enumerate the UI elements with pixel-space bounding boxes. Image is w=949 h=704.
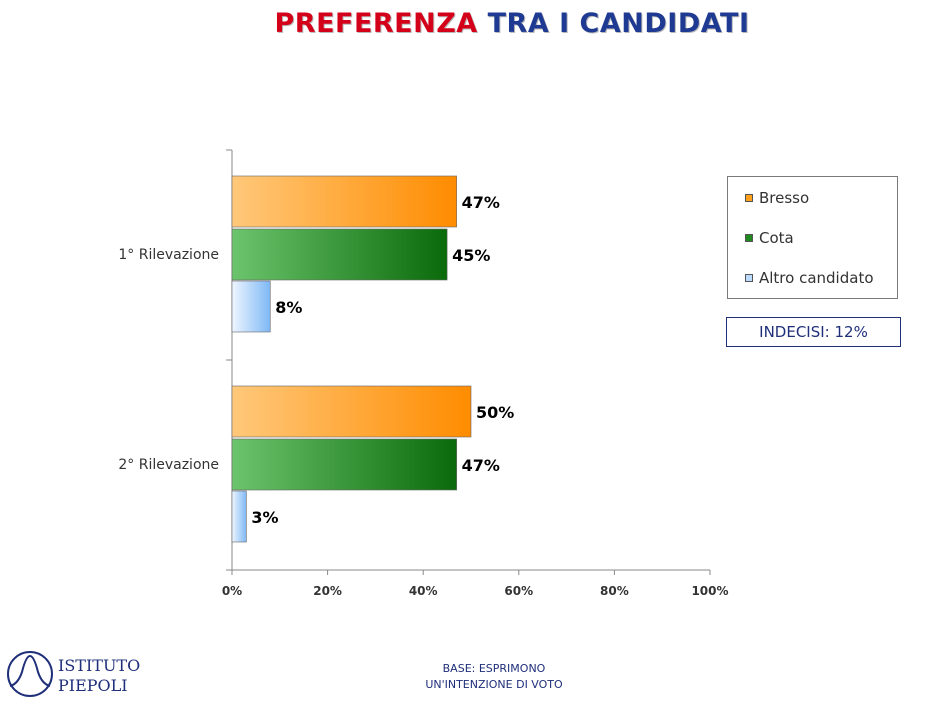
legend-label-bresso: Bresso bbox=[759, 189, 810, 207]
title-part-1: PREFERENZA bbox=[274, 8, 478, 39]
bar bbox=[231, 228, 448, 281]
legend-item-altro: Altro candidato bbox=[745, 269, 874, 287]
logo-line-1: ISTITUTO bbox=[58, 656, 141, 675]
legend-swatch-cota bbox=[745, 234, 753, 242]
x-tick-label: 100% bbox=[691, 584, 728, 598]
bar-value-label: 8% bbox=[275, 298, 302, 317]
category-label: 1° Rilevazione bbox=[118, 247, 219, 263]
bar bbox=[231, 280, 271, 333]
chart-bars bbox=[231, 175, 472, 543]
footer-base-note: BASE: ESPRIMONO UN'INTENZIONE DI VOTO bbox=[400, 661, 588, 693]
chart-axes: 0% 20% 40% 60% 80% 100% 1° Rilevazione 2° Rilev… bbox=[118, 149, 729, 598]
page-title: PREFERENZA TRA I CANDIDATI bbox=[0, 8, 949, 39]
logo-line-2: PIEPOLI bbox=[58, 676, 128, 695]
legend-item-cota: Cota bbox=[745, 229, 794, 247]
legend-swatch-bresso bbox=[745, 194, 753, 202]
logo-text: ISTITUTO PIEPOLI bbox=[58, 656, 140, 696]
bar bbox=[231, 175, 457, 228]
x-tick-label: 40% bbox=[409, 584, 438, 598]
logo-icon bbox=[7, 651, 53, 697]
chart-labels: 47% 45% 8% 50% 47% 3% bbox=[251, 193, 514, 527]
x-tick-label: 60% bbox=[504, 584, 533, 598]
legend-swatch-altro bbox=[745, 274, 753, 282]
x-tick-label: 80% bbox=[600, 584, 629, 598]
category-label: 2° Rilevazione bbox=[118, 457, 219, 473]
bar-value-label: 47% bbox=[462, 456, 500, 475]
bar bbox=[231, 438, 457, 491]
legend-label-cota: Cota bbox=[759, 229, 794, 247]
bar-value-label: 47% bbox=[462, 193, 500, 212]
x-tick-label: 20% bbox=[313, 584, 342, 598]
undecided-box: INDECISI: 12% bbox=[726, 317, 901, 347]
bar-value-label: 45% bbox=[452, 246, 490, 265]
bar-value-label: 3% bbox=[251, 508, 278, 527]
chart-legend: Bresso Cota Altro candidato bbox=[727, 176, 898, 299]
legend-label-altro: Altro candidato bbox=[759, 269, 874, 287]
bar-value-label: 50% bbox=[476, 403, 514, 422]
x-tick-label: 0% bbox=[222, 584, 242, 598]
title-part-2: TRA I CANDIDATI bbox=[487, 8, 750, 39]
footer-line-1: BASE: ESPRIMONO bbox=[442, 662, 546, 675]
legend-item-bresso: Bresso bbox=[745, 189, 809, 207]
bar bbox=[231, 490, 247, 543]
footer-line-2: UN'INTENZIONE DI VOTO bbox=[425, 678, 563, 691]
bar bbox=[231, 385, 472, 438]
